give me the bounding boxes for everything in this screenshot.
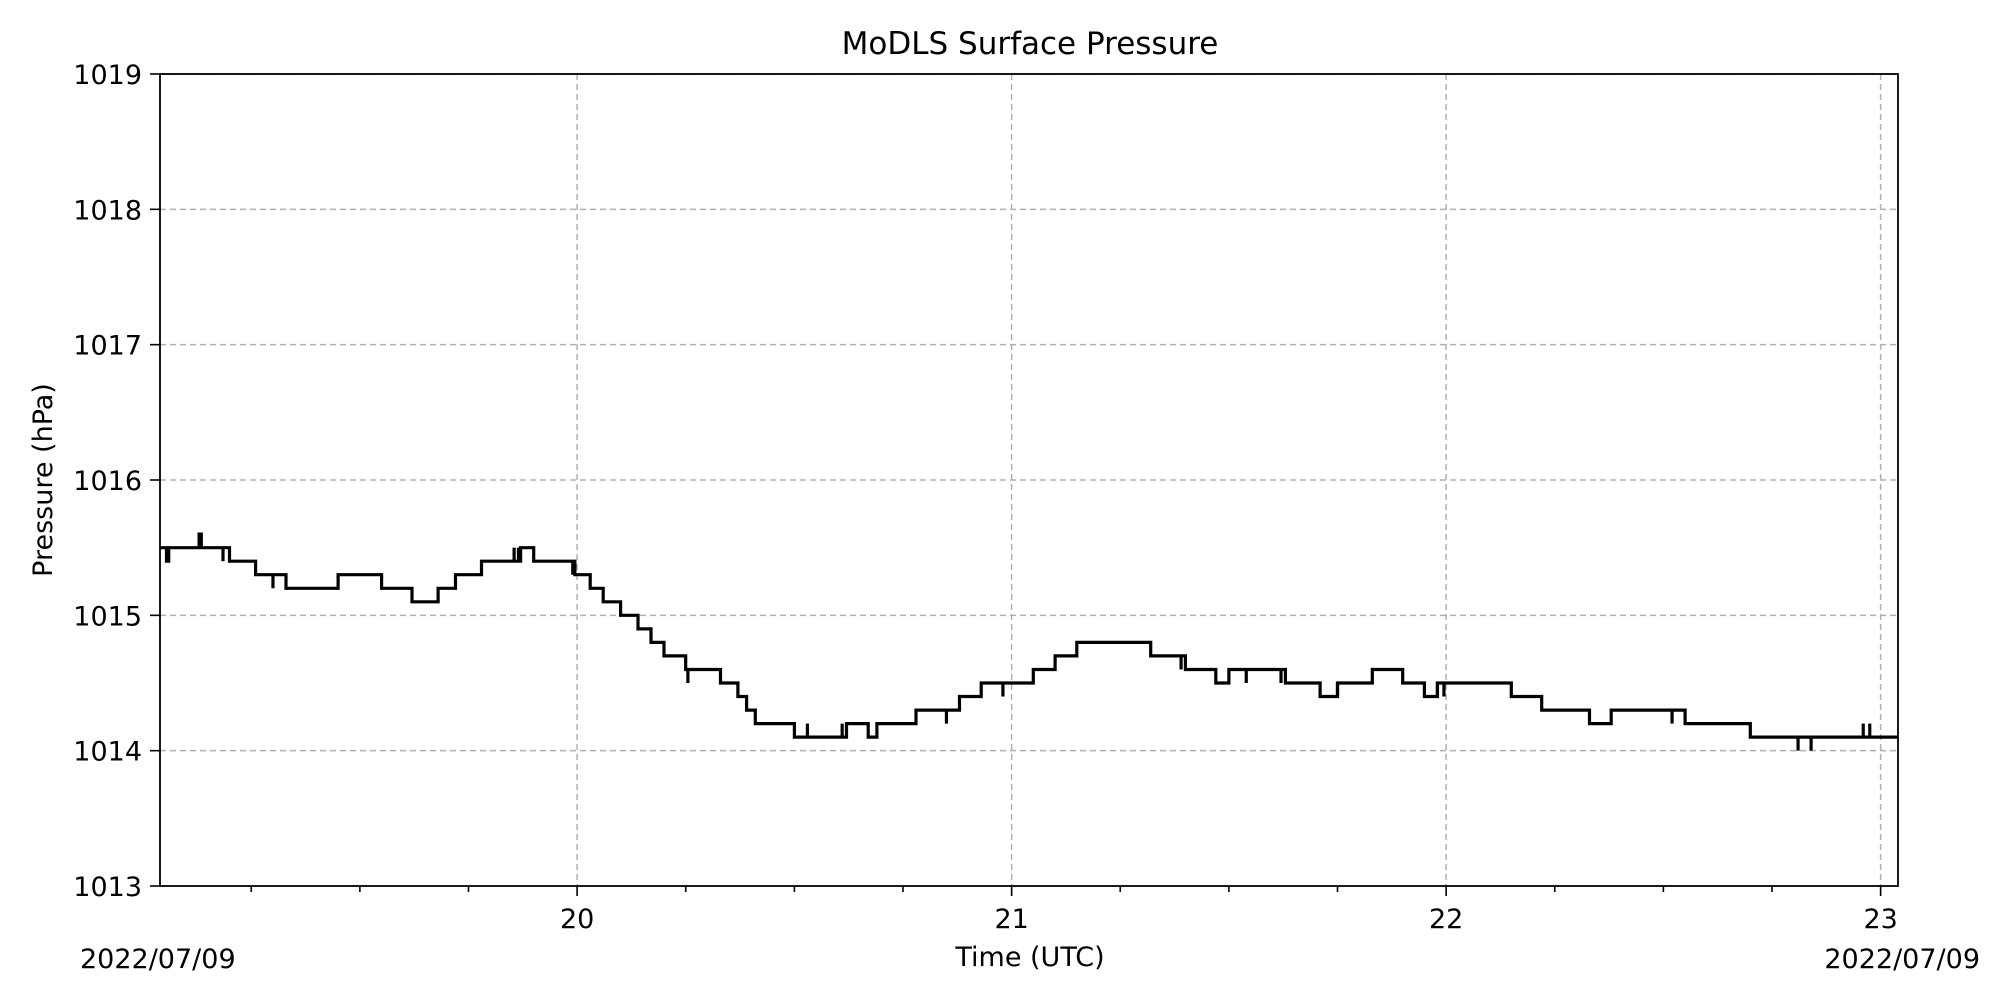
y-axis-ticks: 1013 1014 1015 1016 1017 1018 1019 <box>73 60 160 903</box>
y-tick-label: 1019 <box>73 60 142 91</box>
y-axis-label: Pressure (hPa) <box>28 383 59 577</box>
series-layer <box>160 532 1898 739</box>
date-label-left: 2022/07/09 <box>80 944 236 975</box>
y-tick-label: 1017 <box>73 331 142 362</box>
y-tick-label: 1013 <box>73 872 142 903</box>
y-tick-label: 1015 <box>73 601 142 632</box>
x-tick-label: 21 <box>994 904 1028 935</box>
y-tick-label: 1016 <box>73 466 142 497</box>
series-line-pressure <box>160 532 1898 739</box>
date-label-right: 2022/07/09 <box>1824 944 1980 975</box>
chart-title: MoDLS Surface Pressure <box>842 26 1219 62</box>
x-tick-label: 23 <box>1863 904 1897 935</box>
x-axis-ticks: 20 21 22 23 <box>250 886 1898 935</box>
y-tick-label: 1014 <box>73 737 142 768</box>
grid-lines <box>160 73 1898 886</box>
spike-layer <box>221 547 1872 751</box>
y-tick-label: 1018 <box>73 195 142 226</box>
x-axis-label: Time (UTC) <box>954 942 1104 973</box>
x-tick-label: 22 <box>1429 904 1463 935</box>
x-tick-label: 20 <box>560 904 594 935</box>
